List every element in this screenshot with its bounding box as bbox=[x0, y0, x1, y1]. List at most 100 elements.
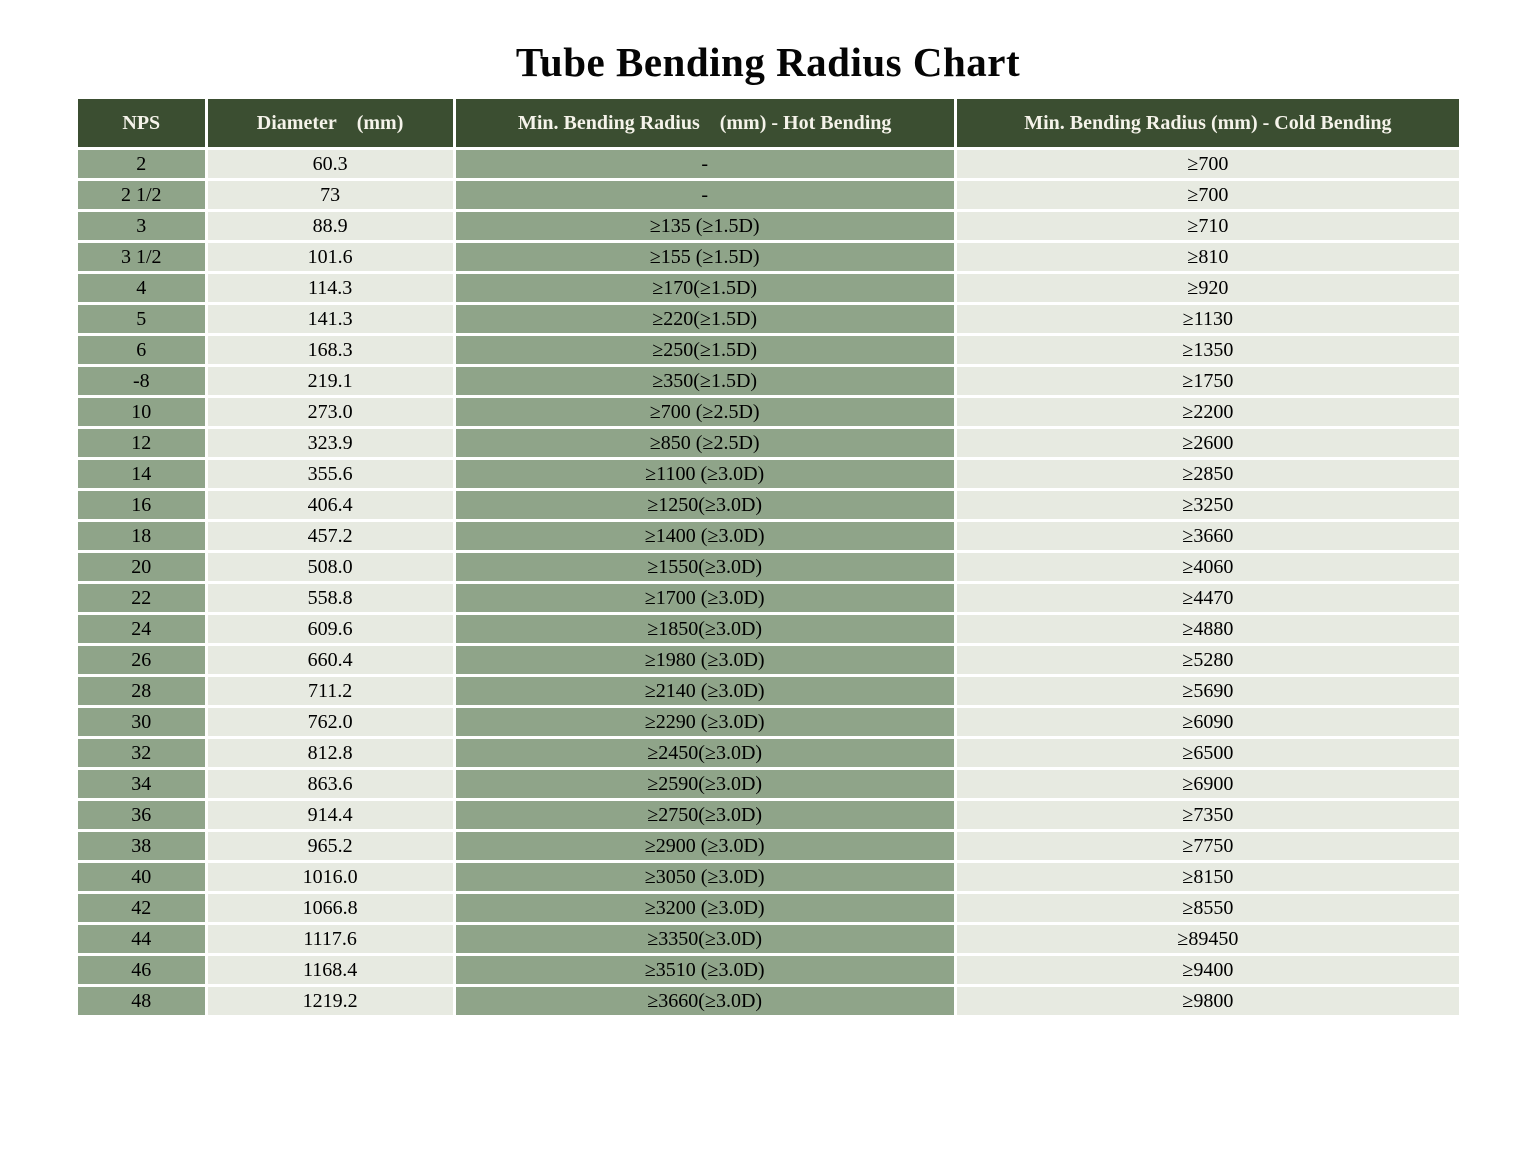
diameter-cell: 914.4 bbox=[207, 801, 453, 829]
diameter-cell: 101.6 bbox=[207, 243, 453, 271]
cold-bending-cell: ≥9800 bbox=[956, 987, 1459, 1015]
nps-cell: 38 bbox=[78, 832, 205, 860]
diameter-cell: 73 bbox=[207, 181, 453, 209]
table-row: 26 660.4 ≥1980 (≥3.0D) ≥5280 bbox=[78, 646, 1459, 674]
nps-cell: 28 bbox=[78, 677, 205, 705]
table-row: 34 863.6 ≥2590(≥3.0D) ≥6900 bbox=[78, 770, 1459, 798]
table-row: 30 762.0 ≥2290 (≥3.0D) ≥6090 bbox=[78, 708, 1459, 736]
nps-cell: -8 bbox=[78, 367, 205, 395]
hot-bending-cell: ≥3200 (≥3.0D) bbox=[455, 894, 954, 922]
nps-cell: 5 bbox=[78, 305, 205, 333]
table-row: -8 219.1 ≥350(≥1.5D) ≥1750 bbox=[78, 367, 1459, 395]
table-header: NPS Diameter (mm) Min. Bending Radius (m… bbox=[78, 99, 1459, 147]
cold-bending-cell: ≥920 bbox=[956, 274, 1459, 302]
table-row: 42 1066.8 ≥3200 (≥3.0D) ≥8550 bbox=[78, 894, 1459, 922]
cold-bending-cell: ≥3660 bbox=[956, 522, 1459, 550]
nps-cell: 30 bbox=[78, 708, 205, 736]
page-title: Tube Bending Radius Chart bbox=[515, 39, 1021, 85]
hot-bending-cell: ≥1250(≥3.0D) bbox=[455, 491, 954, 519]
diameter-cell: 219.1 bbox=[207, 367, 453, 395]
cold-bending-cell: ≥3250 bbox=[956, 491, 1459, 519]
diameter-cell: 863.6 bbox=[207, 770, 453, 798]
table-row: 20 508.0 ≥1550(≥3.0D) ≥4060 bbox=[78, 553, 1459, 581]
hot-bending-cell: ≥700 (≥2.5D) bbox=[455, 398, 954, 426]
hot-bending-cell: ≥2750(≥3.0D) bbox=[455, 801, 954, 829]
cold-bending-cell: ≥700 bbox=[956, 150, 1459, 178]
cold-bending-cell: ≥89450 bbox=[956, 925, 1459, 953]
hot-bending-cell: ≥1100 (≥3.0D) bbox=[455, 460, 954, 488]
diameter-cell: 609.6 bbox=[207, 615, 453, 643]
header-cell-nps: NPS bbox=[78, 99, 205, 147]
hot-bending-cell: ≥1980 (≥3.0D) bbox=[455, 646, 954, 674]
hot-bending-cell: - bbox=[455, 150, 954, 178]
hot-bending-cell: ≥2450(≥3.0D) bbox=[455, 739, 954, 767]
diameter-cell: 168.3 bbox=[207, 336, 453, 364]
hot-bending-cell: ≥350(≥1.5D) bbox=[455, 367, 954, 395]
hot-bending-cell: ≥2590(≥3.0D) bbox=[455, 770, 954, 798]
nps-cell: 26 bbox=[78, 646, 205, 674]
hot-bending-cell: ≥2900 (≥3.0D) bbox=[455, 832, 954, 860]
table-body: 2 60.3- ≥700 2 1/2 73- ≥700 3 88.9 ≥135 (≥1.5D) ≥… bbox=[78, 150, 1459, 1015]
header-cell-diameter: Diameter (mm) bbox=[207, 99, 453, 147]
diameter-cell: 1117.6 bbox=[207, 925, 453, 953]
table-row: 32 812.8 ≥2450(≥3.0D) ≥6500 bbox=[78, 739, 1459, 767]
table-row: 6 168.3 ≥250(≥1.5D) ≥1350 bbox=[78, 336, 1459, 364]
table-row: 44 1117.6 ≥3350(≥3.0D) ≥89450 bbox=[78, 925, 1459, 953]
table-row: 2 1/2 73- ≥700 bbox=[78, 181, 1459, 209]
nps-cell: 40 bbox=[78, 863, 205, 891]
diameter-cell: 711.2 bbox=[207, 677, 453, 705]
table-row: 3 88.9 ≥135 (≥1.5D) ≥710 bbox=[78, 212, 1459, 240]
cold-bending-cell: ≥710 bbox=[956, 212, 1459, 240]
hot-bending-cell: ≥3660(≥3.0D) bbox=[455, 987, 954, 1015]
hot-bending-cell: ≥1400 (≥3.0D) bbox=[455, 522, 954, 550]
cold-bending-cell: ≥7350 bbox=[956, 801, 1459, 829]
hot-bending-cell: ≥155 (≥1.5D) bbox=[455, 243, 954, 271]
cold-bending-cell: ≥6500 bbox=[956, 739, 1459, 767]
header-cell-cold-bending: Min. Bending Radius (mm) - Cold Bending bbox=[956, 99, 1459, 147]
cold-bending-cell: ≥1350 bbox=[956, 336, 1459, 364]
nps-cell: 3 bbox=[78, 212, 205, 240]
nps-cell: 22 bbox=[78, 584, 205, 612]
table-row: 16 406.4 ≥1250(≥3.0D) ≥3250 bbox=[78, 491, 1459, 519]
nps-cell: 10 bbox=[78, 398, 205, 426]
diameter-cell: 273.0 bbox=[207, 398, 453, 426]
table-row: 28 711.2 ≥2140 (≥3.0D) ≥5690 bbox=[78, 677, 1459, 705]
table-row: 14 355.6 ≥1100 (≥3.0D) ≥2850 bbox=[78, 460, 1459, 488]
cold-bending-cell: ≥8150 bbox=[956, 863, 1459, 891]
nps-cell: 46 bbox=[78, 956, 205, 984]
diameter-cell: 141.3 bbox=[207, 305, 453, 333]
table-row: 5 141.3 ≥220(≥1.5D) ≥1130 bbox=[78, 305, 1459, 333]
cold-bending-cell: ≥1130 bbox=[956, 305, 1459, 333]
table-row: 24 609.6 ≥1850(≥3.0D) ≥4880 bbox=[78, 615, 1459, 643]
header-row: NPS Diameter (mm) Min. Bending Radius (m… bbox=[78, 99, 1459, 147]
cold-bending-cell: ≥9400 bbox=[956, 956, 1459, 984]
diameter-cell: 60.3 bbox=[207, 150, 453, 178]
nps-cell: 14 bbox=[78, 460, 205, 488]
diameter-cell: 355.6 bbox=[207, 460, 453, 488]
nps-cell: 4 bbox=[78, 274, 205, 302]
cold-bending-cell: ≥700 bbox=[956, 181, 1459, 209]
hot-bending-cell: ≥220(≥1.5D) bbox=[455, 305, 954, 333]
table-row: 40 1016.0 ≥3050 (≥3.0D) ≥8150 bbox=[78, 863, 1459, 891]
nps-cell: 2 bbox=[78, 150, 205, 178]
hot-bending-cell: ≥1550(≥3.0D) bbox=[455, 553, 954, 581]
hot-bending-cell: - bbox=[455, 181, 954, 209]
header-cell-hot-bending: Min. Bending Radius (mm) - Hot Bending bbox=[455, 99, 954, 147]
diameter-cell: 965.2 bbox=[207, 832, 453, 860]
cold-bending-cell: ≥4470 bbox=[956, 584, 1459, 612]
hot-bending-cell: ≥3350(≥3.0D) bbox=[455, 925, 954, 953]
hot-bending-cell: ≥3510 (≥3.0D) bbox=[455, 956, 954, 984]
hot-bending-cell: ≥3050 (≥3.0D) bbox=[455, 863, 954, 891]
nps-cell: 20 bbox=[78, 553, 205, 581]
nps-cell: 36 bbox=[78, 801, 205, 829]
diameter-cell: 1219.2 bbox=[207, 987, 453, 1015]
cold-bending-cell: ≥2850 bbox=[956, 460, 1459, 488]
diameter-cell: 660.4 bbox=[207, 646, 453, 674]
diameter-cell: 812.8 bbox=[207, 739, 453, 767]
cold-bending-cell: ≥2600 bbox=[956, 429, 1459, 457]
hot-bending-cell: ≥135 (≥1.5D) bbox=[455, 212, 954, 240]
nps-cell: 44 bbox=[78, 925, 205, 953]
cold-bending-cell: ≥6900 bbox=[956, 770, 1459, 798]
hot-bending-cell: ≥1700 (≥3.0D) bbox=[455, 584, 954, 612]
